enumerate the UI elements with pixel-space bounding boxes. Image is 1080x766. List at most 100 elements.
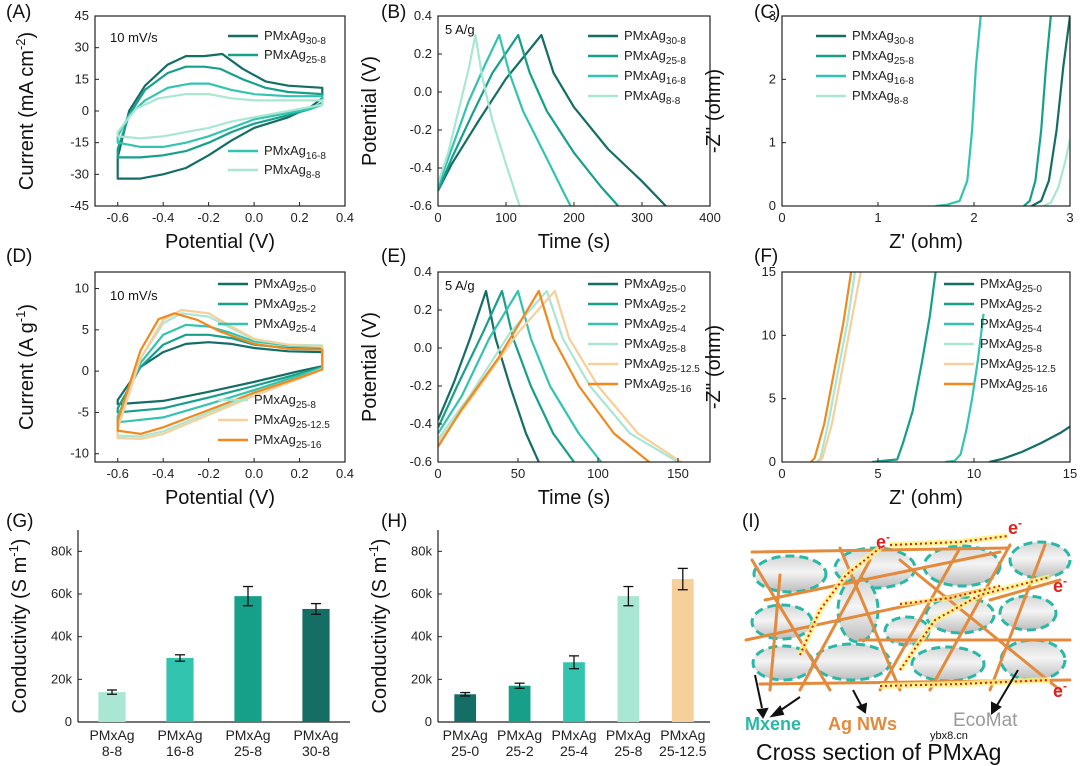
x-tick-label: 100 — [587, 466, 609, 481]
x-tick-label: -0.2 — [197, 210, 219, 225]
category-label: PMxAg — [606, 727, 651, 743]
y-tick-label: 0 — [425, 714, 432, 729]
series-group — [438, 33, 667, 206]
x-tick-label: 0 — [778, 210, 785, 225]
bar — [508, 685, 531, 722]
legend-label: PMxAg25-4 — [254, 316, 316, 335]
series-line-30-8 — [1031, 16, 1070, 206]
category-label: 25-0 — [451, 743, 479, 759]
x-tick-label: -0.2 — [197, 466, 219, 481]
plot-frame — [437, 271, 711, 463]
x-tick-label: 5 — [874, 466, 881, 481]
x-axis-label: Time (s) — [538, 231, 611, 253]
panel-letter: (F) — [754, 246, 778, 267]
category-label: PMxAg — [293, 727, 338, 743]
y-tick-label: 0.2 — [414, 302, 432, 317]
y-axis-label: -Z'' (ohm) — [703, 325, 725, 409]
x-tick-label: 0 — [778, 466, 785, 481]
category-label: 25-8 — [614, 743, 642, 759]
x-tick-label: -0.4 — [152, 466, 174, 481]
x-tick-label: 0 — [434, 466, 441, 481]
category-label: PMxAg — [443, 727, 488, 743]
ag-nanowire — [768, 573, 782, 692]
y-tick-label: 80k — [51, 543, 72, 558]
watermark-site: ybx8.cn — [930, 730, 968, 742]
y-tick-label: -0.6 — [410, 454, 432, 469]
x-tick-label: 0.4 — [336, 466, 354, 481]
ag-nanowire — [988, 543, 1047, 692]
series-line-16-8 — [438, 33, 572, 206]
series-group — [810, 272, 1070, 462]
y-tick-label: 0.4 — [414, 264, 432, 279]
category-label: PMxAg — [497, 727, 542, 743]
y-tick-label: 15 — [762, 264, 776, 279]
ag-nanowire — [798, 558, 872, 692]
plot-frame — [94, 271, 346, 463]
panel-d: (D) -10 -5 0 5 10 -0.6 -0.4 -0.2 0.0 0.2 0.4 Potenti… — [6, 246, 354, 509]
x-tick-label: 10 — [967, 466, 981, 481]
x-tick-label: 0.0 — [245, 466, 263, 481]
y-axis-label: -Z'' (ohm) — [703, 69, 725, 153]
x-axis-label: Z' (ohm) — [889, 231, 963, 253]
panel-i-letter: (I) — [742, 511, 760, 532]
y-tick-label: 5 — [769, 391, 776, 406]
legend-label: PMxAg25-12.5 — [624, 356, 700, 375]
legend-label: PMxAg25-2 — [980, 296, 1042, 315]
plot-annotation: 5 A/g — [445, 278, 475, 293]
panel-f: (F) 0 5 10 15 0 5 10 15 Z' (ohm) -Z'' (ohm) PMxAg25… — [703, 246, 1077, 509]
panel-letter: (C) — [754, 2, 780, 23]
y-tick-label: -0.4 — [410, 416, 432, 431]
panel-letter: (D) — [6, 246, 32, 267]
y-tick-label: -0.2 — [410, 378, 432, 393]
panel-b: (B) -0.6 -0.4 -0.2 0.0 0.2 0.4 0 100 200 300 400 Tim… — [359, 2, 721, 253]
electron-paths — [797, 533, 1051, 689]
series-group — [935, 16, 1070, 206]
x-tick-label: 1 — [874, 210, 881, 225]
series-line-8-8 — [116, 93, 324, 140]
legend-label: PMxAg25-2 — [254, 296, 316, 315]
panel-letter: (B) — [381, 2, 406, 23]
ag-nanowire — [928, 543, 1012, 692]
x-tick-label: 15 — [1063, 466, 1077, 481]
ag-nanowire — [763, 550, 1002, 602]
x-axis-label: Potential (V) — [165, 487, 275, 509]
y-tick-label: 0 — [769, 454, 776, 469]
y-tick-label: -0.6 — [410, 198, 432, 213]
series-line-25-16 — [810, 272, 853, 462]
category-label: 25-2 — [506, 743, 534, 759]
legend-label: PMxAg25-8 — [624, 336, 686, 355]
legend-label: PMxAg25-8 — [980, 336, 1042, 355]
panel-e: (E) -0.6 -0.4 -0.2 0.0 0.2 0.4 0 50 100 150 Time (s… — [359, 246, 711, 509]
series-group — [116, 308, 324, 440]
plot-annotation: 5 A/g — [445, 22, 475, 37]
x-tick-label: 0.2 — [291, 210, 309, 225]
y-tick-label: 20k — [51, 671, 72, 686]
series-line-8-8 — [438, 33, 521, 206]
panel-g: (G)020k40k60k80kPMxAg8-8PMxAg16-8PMxAg25… — [6, 511, 350, 759]
bar — [563, 662, 585, 722]
y-tick-label: 0.2 — [414, 46, 432, 61]
bar — [234, 596, 262, 722]
series-line-25-0 — [116, 341, 324, 406]
x-tick-label: -0.6 — [107, 466, 129, 481]
legend-label: PMxAg25-12.5 — [980, 356, 1056, 375]
x-tick-label: -0.6 — [107, 210, 129, 225]
legend-label: PMxAg25-4 — [624, 316, 686, 335]
y-tick-label: -45 — [70, 198, 89, 213]
series-line-25-12.5 — [817, 272, 862, 462]
series-line-25-8 — [815, 272, 857, 462]
y-tick-label: 0 — [65, 714, 72, 729]
category-label: 8-8 — [102, 743, 122, 759]
agnws-label: Ag NWs — [828, 714, 897, 734]
bar — [98, 692, 126, 722]
legend-label: PMxAg30-8 — [264, 28, 326, 47]
y-tick-label: 0.0 — [414, 340, 432, 355]
legend-label: PMxAg30-8 — [624, 28, 686, 47]
legend-label: PMxAg25-16 — [254, 432, 322, 451]
x-axis-label: Z' (ohm) — [889, 487, 963, 509]
x-tick-label: 150 — [667, 466, 689, 481]
series-line-8-8 — [1042, 139, 1070, 206]
y-tick-label: 20k — [411, 671, 432, 686]
